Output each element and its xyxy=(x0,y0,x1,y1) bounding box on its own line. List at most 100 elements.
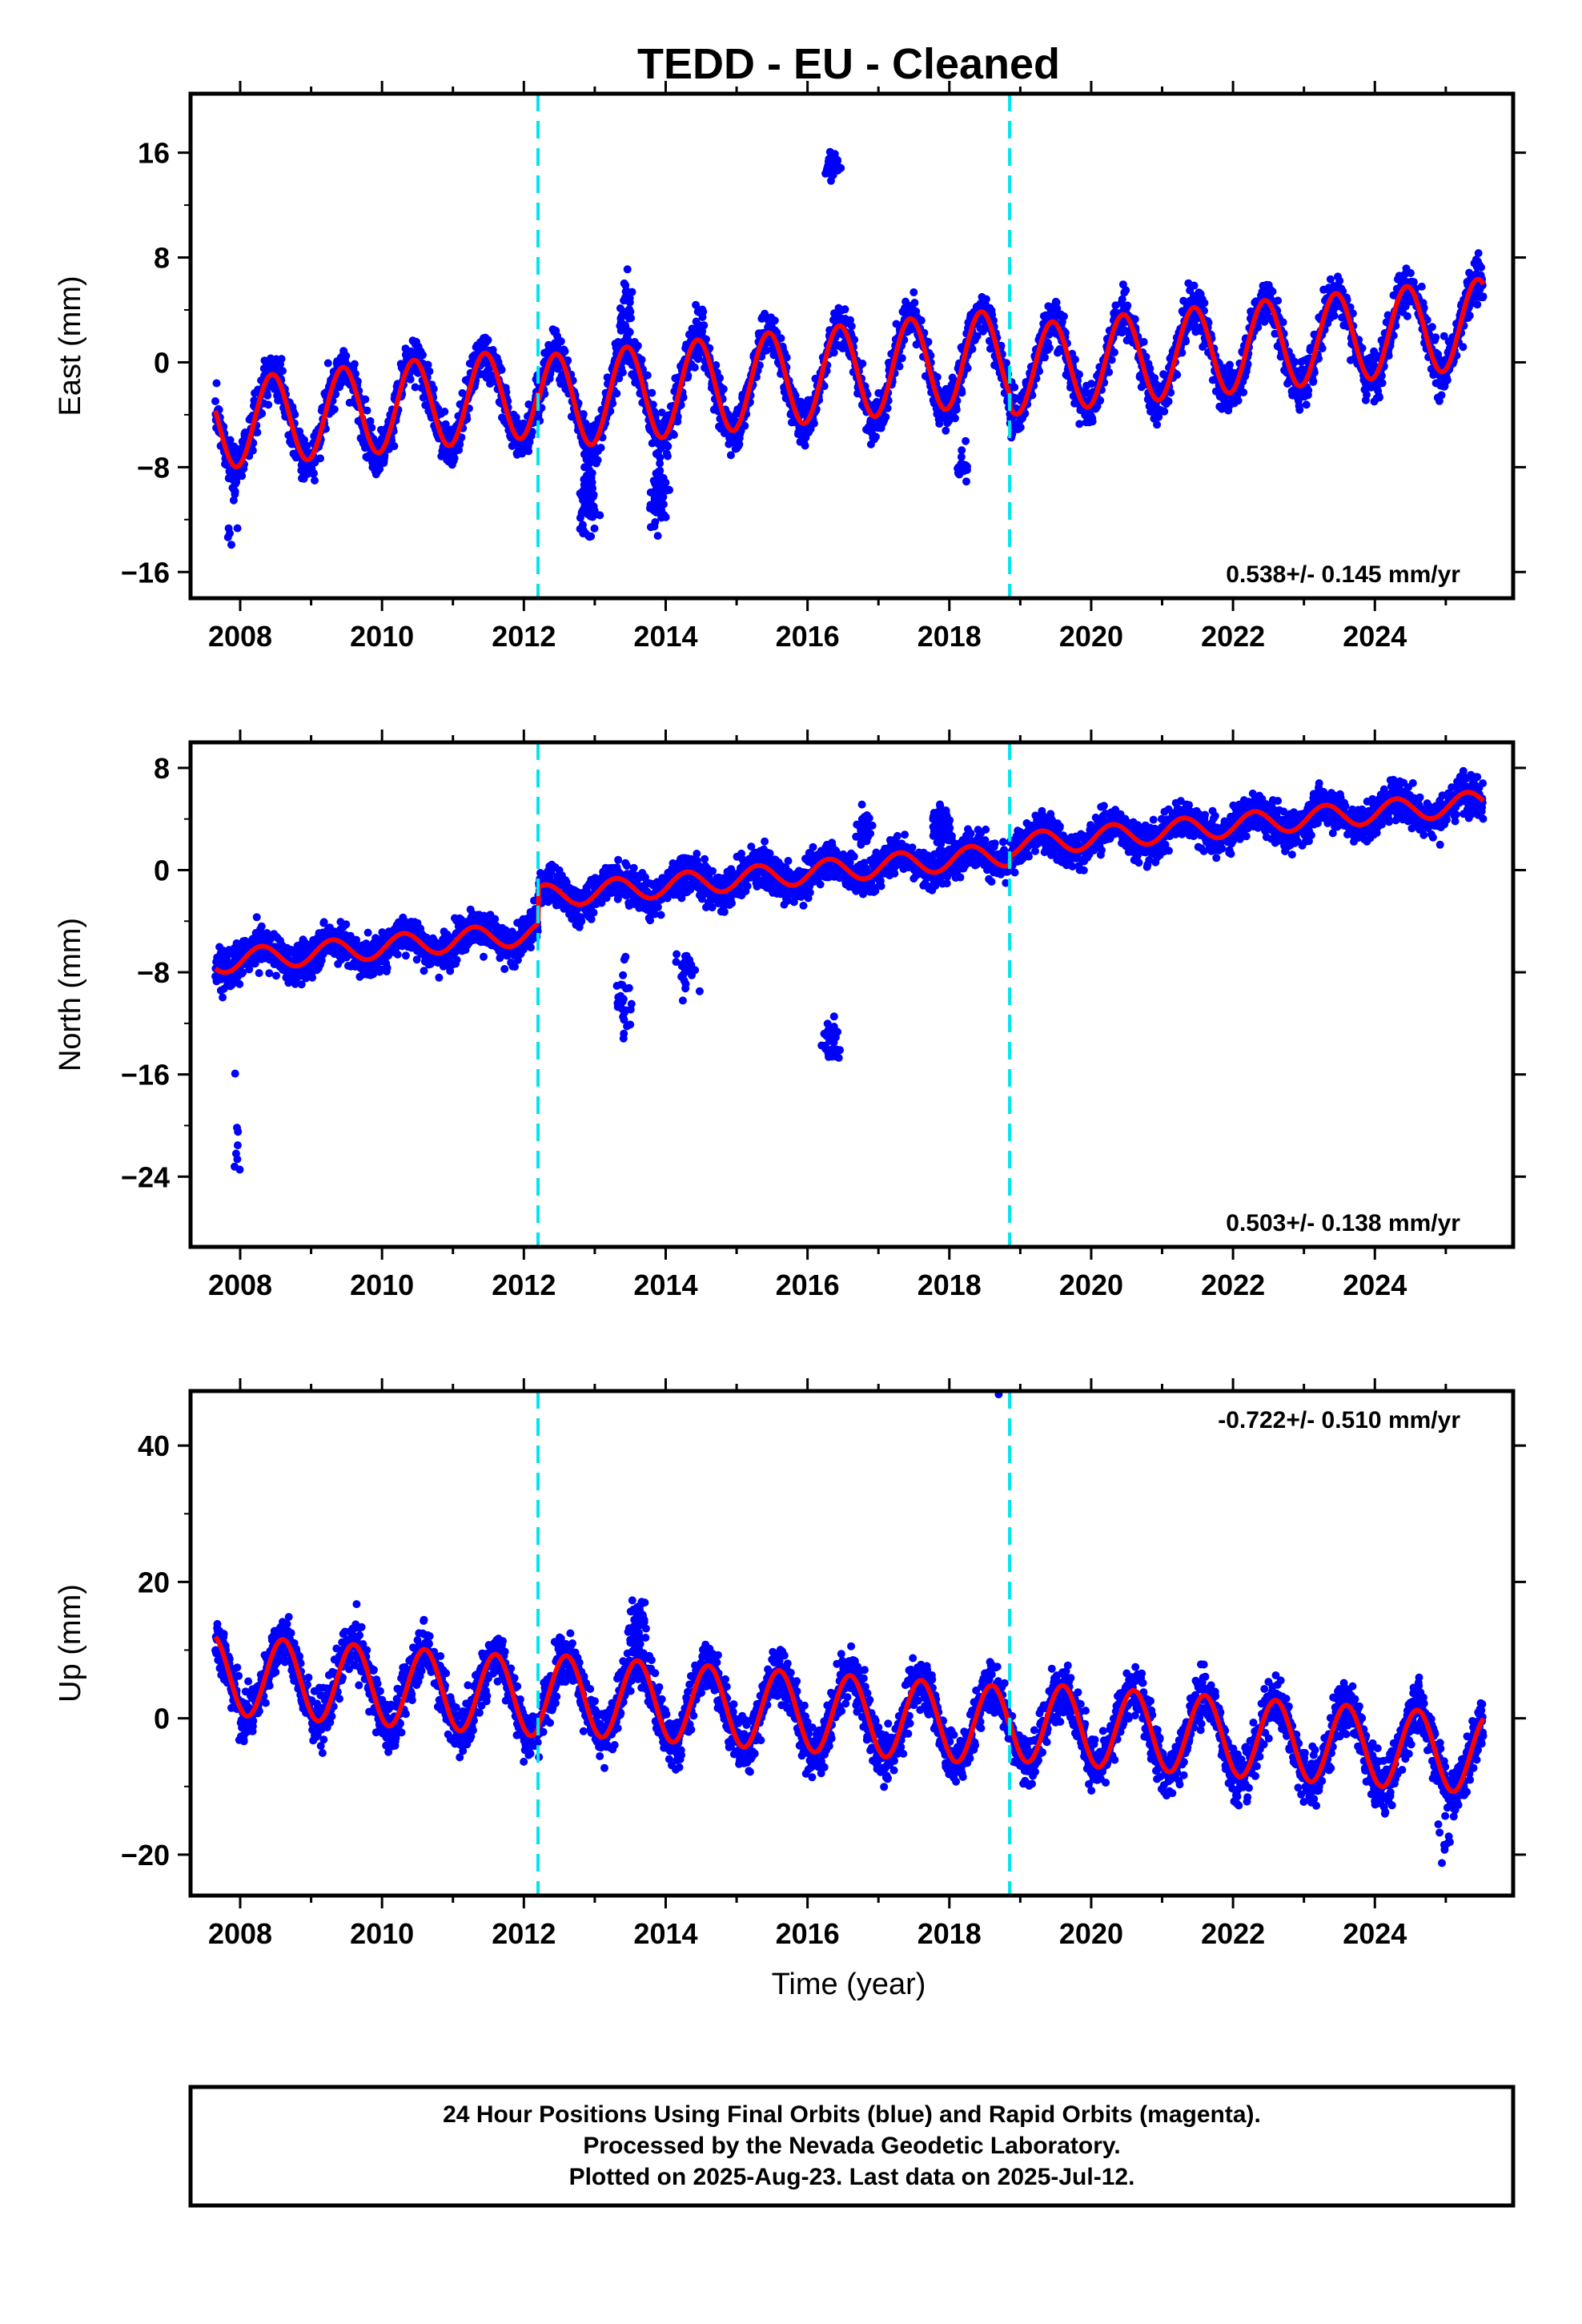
east-outlier-point xyxy=(656,466,665,475)
east-outlier-point xyxy=(576,513,584,522)
east-point xyxy=(1254,323,1263,332)
east-point xyxy=(963,364,972,372)
east-point xyxy=(361,395,370,404)
east-point xyxy=(1473,300,1482,309)
east-xtick-label: 2018 xyxy=(917,620,982,653)
east-point xyxy=(1477,263,1485,271)
east-point xyxy=(238,472,247,480)
east-outlier-point xyxy=(579,529,588,538)
east-point xyxy=(1166,388,1175,397)
east-outlier-point xyxy=(233,524,242,533)
north-point xyxy=(219,993,227,1002)
east-rate-label: 0.538+/- 0.145 mm/yr xyxy=(1226,561,1460,588)
east-point xyxy=(253,428,262,436)
east-point xyxy=(1160,407,1169,416)
east-point xyxy=(951,414,959,423)
east-outlier-point xyxy=(824,162,833,171)
east-point xyxy=(1459,343,1468,352)
east-point xyxy=(1330,312,1339,320)
east-point xyxy=(684,372,693,380)
east-point xyxy=(367,424,376,432)
east-point xyxy=(593,456,602,464)
east-xtick-label: 2020 xyxy=(1059,620,1123,653)
east-point xyxy=(1190,281,1199,290)
east-point xyxy=(1268,287,1277,296)
east-point xyxy=(310,469,318,478)
east-point xyxy=(1070,355,1079,364)
east-point xyxy=(484,336,492,344)
east-outlier-point xyxy=(578,521,587,529)
east-point xyxy=(669,431,678,439)
east-point xyxy=(390,442,399,451)
east-outlier-point xyxy=(962,465,971,474)
east-point xyxy=(897,354,906,363)
east-point xyxy=(556,337,565,346)
east-point xyxy=(935,420,944,428)
figure-title: TEDD - EU - Cleaned xyxy=(637,40,1060,88)
east-ytick-label: 0 xyxy=(154,346,170,379)
east-point xyxy=(648,388,656,397)
east-point xyxy=(648,400,657,409)
east-point xyxy=(847,322,856,331)
east-point xyxy=(366,416,375,425)
east-xtick-label: 2016 xyxy=(776,620,840,653)
east-xtick-label: 2022 xyxy=(1201,620,1265,653)
north-point xyxy=(265,969,274,978)
east-outlier-point xyxy=(962,477,970,486)
east-point xyxy=(424,360,432,369)
east-point xyxy=(933,372,942,381)
east-point xyxy=(910,299,919,307)
east-outlier-point xyxy=(958,446,966,455)
east-point xyxy=(1016,423,1025,432)
east-plot-area xyxy=(211,94,1488,598)
east-point xyxy=(1173,371,1182,379)
east-ytick-label: 8 xyxy=(154,242,170,275)
east-point xyxy=(612,389,621,398)
east-point xyxy=(608,399,617,408)
east-point xyxy=(450,454,459,462)
east-outlier-point xyxy=(656,484,665,493)
east-point xyxy=(777,334,785,343)
east-point xyxy=(694,354,703,363)
east-point xyxy=(1041,353,1049,362)
east-point xyxy=(741,421,749,430)
east-point xyxy=(512,413,520,422)
east-outlier-point xyxy=(588,513,597,521)
east-point xyxy=(497,365,506,374)
east-point xyxy=(677,400,685,409)
east-point xyxy=(1239,388,1248,396)
east-point xyxy=(1302,400,1311,409)
east-outlier-point xyxy=(827,176,835,185)
north-plot-area xyxy=(211,742,1488,1247)
east-point xyxy=(782,353,791,362)
east-outlier-point xyxy=(621,281,630,290)
east-point xyxy=(1178,348,1186,357)
east-point xyxy=(716,374,725,382)
east-point xyxy=(351,369,359,378)
east-point xyxy=(829,348,838,357)
east-outlier-point xyxy=(621,322,630,331)
east-outlier-point xyxy=(648,505,656,513)
east-point xyxy=(958,388,966,397)
east-point xyxy=(323,359,332,368)
east-point xyxy=(363,406,371,415)
east-point xyxy=(212,379,221,388)
east-point xyxy=(1335,276,1344,285)
east-point xyxy=(440,408,449,416)
east-point xyxy=(858,360,867,368)
east-point xyxy=(1052,298,1061,307)
east-point xyxy=(331,390,340,399)
east-point xyxy=(942,426,950,435)
east-point xyxy=(300,436,308,444)
east-point xyxy=(1053,304,1062,313)
east-point xyxy=(406,375,415,384)
east-point xyxy=(229,496,238,505)
east-point xyxy=(1002,359,1010,368)
east-point xyxy=(1234,396,1243,405)
east-point xyxy=(606,407,615,416)
east-point xyxy=(1075,420,1084,428)
east-point xyxy=(725,440,733,448)
east-point xyxy=(895,362,904,371)
east-point xyxy=(1309,377,1318,385)
